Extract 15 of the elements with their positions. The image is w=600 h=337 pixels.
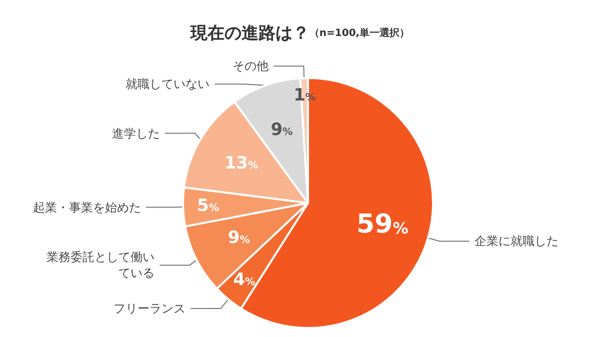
data-label: 9% bbox=[270, 120, 293, 140]
data-label: 5% bbox=[197, 196, 220, 216]
data-label: 4% bbox=[233, 270, 256, 290]
chart-title: 現在の進路は？ bbox=[189, 24, 310, 44]
data-label: 13% bbox=[224, 154, 258, 174]
data-label: 59% bbox=[356, 210, 409, 240]
slice-label: 起業・事業を始めた bbox=[33, 200, 142, 214]
slice-label: その他 bbox=[232, 59, 269, 74]
slice-label: 企業に就職した bbox=[474, 234, 559, 248]
slice-label: 進学した bbox=[112, 126, 160, 140]
slice-label: 就職していない bbox=[126, 77, 210, 92]
data-label: 9% bbox=[228, 228, 250, 248]
slice-label: 業務委託として働いている bbox=[46, 250, 155, 280]
chart-subtitle: （n=100,単一選択） bbox=[309, 27, 410, 39]
slice-label: フリーランス bbox=[114, 302, 186, 316]
